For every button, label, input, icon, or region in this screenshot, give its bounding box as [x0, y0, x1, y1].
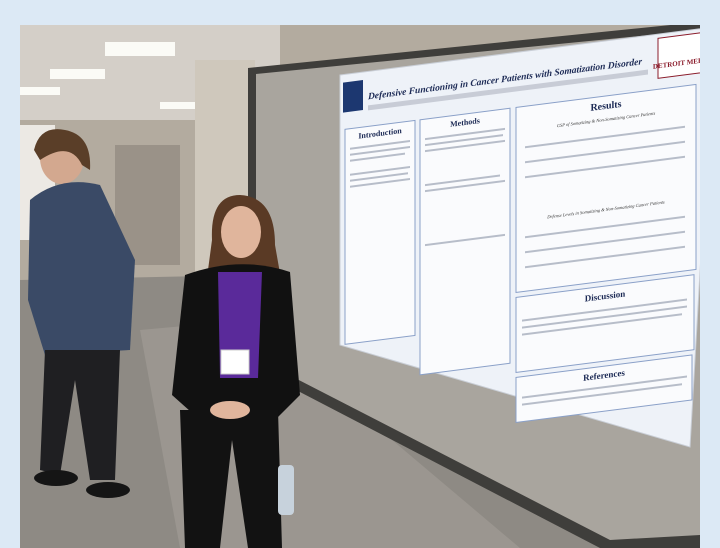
- ceiling-light: [20, 87, 60, 95]
- body-text-lines: [350, 125, 687, 406]
- column: [515, 83, 697, 294]
- section-heading: Results: [590, 99, 621, 114]
- poster-content: DETROIT MERCY Defensive Functioning in C…: [343, 31, 700, 424]
- column: [515, 354, 693, 424]
- water-bottle: [278, 465, 294, 515]
- ceiling-light: [105, 42, 175, 56]
- ceiling-light: [50, 69, 105, 79]
- section-heading: Methods: [450, 116, 480, 129]
- poster-logo-right: [657, 31, 700, 79]
- scene: DETROIT MERCY Defensive Functioning in C…: [20, 25, 700, 548]
- woman: [172, 195, 300, 548]
- authors-line: [368, 69, 648, 111]
- name-badge: [220, 349, 250, 375]
- column: [344, 119, 416, 345]
- poster-logo-left: [343, 80, 363, 113]
- column: [419, 107, 511, 376]
- man: [28, 129, 135, 498]
- ceiling-light: [160, 102, 195, 109]
